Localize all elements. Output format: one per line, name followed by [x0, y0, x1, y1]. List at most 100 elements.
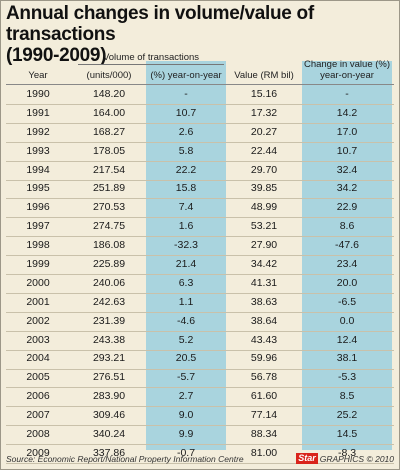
pct-cell: 22.2 — [175, 163, 197, 176]
value-cell: 59.96 — [250, 352, 278, 365]
year-cell: 1990 — [26, 88, 50, 100]
year-cell: 2008 — [26, 428, 50, 441]
pct-cell: 5.2 — [178, 333, 194, 346]
table-row: 2006 283.90 2.7 61.60 8.5 — [6, 387, 394, 406]
value-cell: 81.00 — [250, 446, 278, 459]
pct-cell: 5.8 — [178, 144, 194, 157]
value-cell: 77.14 — [250, 409, 278, 422]
header-change-line-1: Change in value (%) — [303, 59, 391, 70]
chart-title: Annual changes in volume/value of transa… — [6, 3, 394, 66]
table-row: 1994 217.54 22.2 29.70 32.4 — [6, 161, 394, 180]
table-row: 1991 164.00 10.7 17.32 14.2 — [6, 104, 394, 123]
table-row: 2008 340.24 9.9 88.34 14.5 — [6, 425, 394, 444]
credit: Star GRAPHICS © 2010 — [296, 453, 394, 464]
header-pct: (%) year-on-year — [150, 70, 222, 81]
pct-cell: -4.6 — [176, 314, 196, 327]
row-divider — [6, 292, 394, 294]
change-cell: 10.7 — [336, 144, 358, 157]
change-cell: 23.4 — [336, 258, 358, 271]
pct-cell: 20.5 — [175, 352, 197, 365]
value-cell: 20.27 — [250, 125, 278, 138]
change-cell: 32.4 — [336, 163, 358, 176]
row-divider — [6, 122, 394, 124]
table-row: 2003 243.38 5.2 43.43 12.4 — [6, 331, 394, 350]
units-cell: 178.05 — [92, 144, 126, 157]
row-divider — [6, 463, 394, 464]
pct-cell: -5.7 — [176, 371, 196, 384]
value-cell: 34.42 — [250, 258, 278, 271]
table-row: 1999 225.89 21.4 34.42 23.4 — [6, 255, 394, 274]
pct-cell: 9.9 — [178, 428, 194, 441]
change-cell: 20.0 — [336, 276, 358, 289]
pct-cell: 15.8 — [175, 182, 197, 195]
title-line-2: (1990-2009) — [6, 45, 107, 66]
table-row: 1993 178.05 5.8 22.44 10.7 — [6, 142, 394, 161]
pct-cell: 2.7 — [178, 390, 194, 403]
table-row: 2000 240.06 6.3 41.31 20.0 — [6, 274, 394, 293]
row-divider — [6, 444, 394, 446]
change-cell: 38.1 — [336, 352, 358, 365]
row-divider — [6, 330, 394, 332]
units-cell: 231.39 — [92, 314, 126, 327]
footer: Source: Economic Report/National Propert… — [6, 452, 394, 466]
data-table: 1990 148.20 - 15.16 - 1991 164.00 10.7 17.32 14.2… — [6, 85, 394, 464]
value-cell: 61.60 — [250, 390, 278, 403]
pct-cell: 6.3 — [178, 276, 194, 289]
year-cell: 1998 — [26, 239, 50, 252]
value-cell: 43.43 — [250, 333, 278, 346]
value-cell: 15.16 — [250, 88, 278, 100]
row-divider — [6, 255, 394, 257]
header-change: Change in value (%) year-on-year — [302, 59, 392, 81]
pct-cell: 2.6 — [178, 125, 194, 138]
value-cell: 27.90 — [250, 239, 278, 252]
year-cell: 1991 — [26, 106, 50, 119]
year-cell: 2003 — [26, 333, 50, 346]
change-cell: 17.0 — [336, 125, 358, 138]
table-row: 2001 242.63 1.1 38.63 -6.5 — [6, 293, 394, 312]
credit-text: GRAPHICS © 2010 — [319, 453, 394, 464]
year-cell: 1994 — [26, 163, 50, 176]
value-cell: 39.85 — [250, 182, 278, 195]
row-divider — [6, 103, 394, 105]
header-change-line-2: year-on-year — [320, 70, 374, 81]
units-cell: 274.75 — [92, 220, 126, 233]
row-divider — [6, 141, 394, 143]
units-cell: 186.08 — [92, 239, 126, 252]
units-cell: 337.86 — [92, 446, 126, 459]
change-cell: 14.2 — [336, 106, 358, 119]
change-cell: -47.6 — [335, 239, 359, 252]
year-cell: 2002 — [26, 314, 50, 327]
table-row: 2004 293.21 20.5 59.96 38.1 — [6, 349, 394, 368]
year-cell: 2006 — [26, 390, 50, 403]
pct-cell: 1.1 — [178, 295, 194, 308]
table-row: 1996 270.53 7.4 48.99 22.9 — [6, 198, 394, 217]
units-cell: 276.51 — [92, 371, 126, 384]
row-divider — [6, 217, 394, 219]
units-cell: 217.54 — [92, 163, 126, 176]
value-cell: 17.32 — [250, 106, 278, 119]
header-volume-group: Volume of transactions — [102, 52, 200, 63]
units-cell: 225.89 — [92, 258, 126, 271]
table-row: 2009 337.86 -0.7 81.00 -8.3 — [6, 444, 394, 463]
row-divider — [6, 160, 394, 162]
row-divider — [6, 179, 394, 181]
change-cell: 8.5 — [339, 390, 355, 403]
year-cell: 2004 — [26, 352, 50, 365]
value-cell: 88.34 — [250, 428, 278, 441]
units-cell: 243.38 — [92, 333, 126, 346]
value-cell: 56.78 — [250, 371, 278, 384]
row-divider — [6, 406, 394, 408]
change-cell: 14.5 — [336, 428, 358, 441]
pct-cell: 21.4 — [175, 258, 197, 271]
value-cell: 48.99 — [250, 201, 278, 214]
pct-cell: -32.3 — [174, 239, 198, 252]
units-cell: 164.00 — [92, 106, 126, 119]
units-cell: 283.90 — [92, 390, 126, 403]
year-cell: 1992 — [26, 125, 50, 138]
table-row: 1992 168.27 2.6 20.27 17.0 — [6, 123, 394, 142]
header-units: (units/000) — [86, 70, 132, 81]
star-logo: Star — [296, 453, 318, 464]
table-row: 1990 148.20 - 15.16 - — [6, 85, 394, 104]
change-cell: 8.6 — [339, 220, 355, 233]
year-cell: 1996 — [26, 201, 50, 214]
